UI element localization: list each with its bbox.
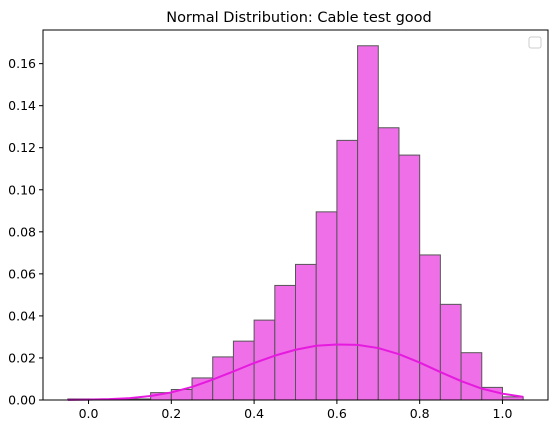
- histogram-bar: [315, 211, 338, 401]
- y-tick-label: 0.16: [8, 56, 36, 71]
- histogram-bar: [439, 303, 462, 401]
- x-tick-label: 0.2: [161, 406, 181, 421]
- y-tick-label: 0.12: [8, 140, 36, 155]
- ticks: 0.0 0.2 0.4 0.6 0.8 1.0 0.00 0.02 0.04 0.06 0.08 0.…: [8, 56, 512, 421]
- histogram-bar: [295, 263, 317, 401]
- x-tick-label: 0.8: [410, 406, 430, 421]
- histogram-bar: [336, 139, 359, 401]
- histogram-bars: [67, 45, 524, 401]
- legend: [528, 36, 542, 49]
- y-tick-label: 0.00: [8, 393, 36, 408]
- legend-box: [528, 36, 542, 49]
- density-curve-layer: [67, 343, 524, 401]
- y-tick-label: 0.08: [8, 224, 36, 239]
- y-tick-label: 0.14: [8, 98, 36, 113]
- histogram-bar: [419, 254, 441, 401]
- x-tick-label: 0.4: [244, 406, 264, 421]
- x-tick-label: 0.0: [79, 406, 99, 421]
- histogram-bar: [398, 154, 421, 401]
- y-tick-label: 0.06: [8, 266, 36, 281]
- y-tick-label: 0.04: [8, 308, 36, 323]
- density-curve: [67, 343, 524, 401]
- chart-title: Normal Distribution: Cable test good: [166, 10, 432, 26]
- y-tick-label: 0.02: [8, 350, 36, 365]
- axes: [42, 29, 549, 401]
- histogram-bar: [460, 352, 483, 401]
- histogram-bar: [274, 284, 297, 401]
- x-tick-label: 0.6: [327, 406, 347, 421]
- y-tick-label: 0.10: [8, 182, 36, 197]
- x-tick-label: 1.0: [493, 406, 513, 421]
- plot-frame: [42, 29, 549, 401]
- histogram-bar: [377, 127, 400, 401]
